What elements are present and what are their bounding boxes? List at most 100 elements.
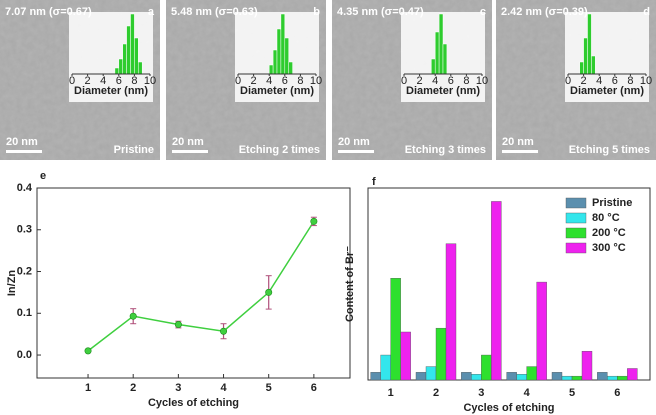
condition: Etching 2 times bbox=[239, 144, 320, 156]
bar bbox=[380, 354, 391, 381]
y-tick-label: 0.0 bbox=[17, 349, 32, 361]
legend-swatch bbox=[565, 212, 587, 224]
panel-letter: a bbox=[148, 6, 155, 18]
hist-bar bbox=[587, 13, 592, 75]
y-label: Content of Br⁻ bbox=[344, 246, 356, 322]
panel-letter: b bbox=[313, 6, 320, 18]
panel-letter: d bbox=[643, 6, 650, 18]
bar bbox=[506, 372, 517, 381]
x-tick-label: 6 bbox=[282, 75, 288, 87]
legend-swatch bbox=[565, 227, 587, 239]
scale-label: 20 nm bbox=[502, 136, 534, 148]
hist-bar bbox=[118, 58, 123, 75]
hist-bar bbox=[284, 37, 289, 75]
hist-bar bbox=[288, 61, 293, 75]
x-tick-label: 2 bbox=[85, 75, 91, 87]
hist-bar bbox=[442, 43, 448, 75]
x-tick-label: 0 bbox=[235, 75, 241, 87]
bar bbox=[627, 368, 638, 381]
panel-letter: f bbox=[372, 176, 376, 188]
plot-frame bbox=[36, 187, 351, 379]
x-tick-label: 8 bbox=[463, 75, 469, 87]
hist-bar bbox=[268, 64, 274, 75]
data-point bbox=[174, 321, 182, 329]
bar bbox=[400, 331, 411, 381]
scale-bar bbox=[6, 150, 42, 153]
data-point bbox=[84, 347, 92, 355]
bar bbox=[536, 281, 547, 381]
x-tick-label: 5 bbox=[569, 387, 575, 399]
x-tick-label: 1 bbox=[388, 387, 394, 399]
x-label: Cycles of etching bbox=[463, 402, 554, 414]
x-tick-label: 8 bbox=[297, 75, 303, 87]
bar bbox=[551, 372, 563, 381]
x-tick-label: 5 bbox=[266, 382, 272, 394]
bar bbox=[471, 374, 482, 381]
x-tick-label: 6 bbox=[311, 382, 317, 394]
bar bbox=[390, 278, 401, 381]
x-tick-label: 4 bbox=[596, 75, 602, 87]
scale-label: 20 nm bbox=[338, 136, 370, 148]
hist-bar bbox=[114, 67, 120, 75]
bar bbox=[561, 375, 573, 381]
bar bbox=[435, 327, 447, 381]
x-tick-label: 4 bbox=[432, 75, 438, 87]
bar bbox=[581, 351, 593, 381]
bar bbox=[481, 354, 492, 381]
hist-bar bbox=[130, 13, 135, 75]
hist-bar bbox=[138, 61, 143, 75]
x-tick-label: 2 bbox=[417, 75, 423, 87]
hist-bar bbox=[280, 13, 286, 75]
data-point bbox=[129, 312, 137, 320]
inset-bg bbox=[69, 12, 153, 102]
bar bbox=[607, 375, 618, 381]
hist-bar bbox=[438, 13, 444, 75]
x-tick-label: 4 bbox=[220, 382, 227, 394]
x-tick-label: 0 bbox=[565, 75, 571, 87]
x-tick-label: 6 bbox=[612, 75, 618, 87]
bar bbox=[491, 201, 502, 381]
data-point bbox=[265, 288, 273, 296]
x-tick-label: 2 bbox=[433, 387, 439, 399]
bar bbox=[445, 243, 457, 381]
panel-letter: e bbox=[40, 170, 46, 182]
scale-label: 20 nm bbox=[172, 136, 204, 148]
x-label: Diameter (nm) bbox=[570, 85, 644, 97]
condition: Pristine bbox=[114, 144, 154, 156]
y-label: In/Zn bbox=[6, 270, 18, 297]
hist-bar bbox=[134, 37, 139, 75]
x-tick-label: 10 bbox=[640, 75, 652, 87]
x-tick-label: 10 bbox=[144, 75, 156, 87]
inset-bg bbox=[565, 12, 649, 102]
legend-swatch bbox=[565, 242, 587, 254]
hist-bar bbox=[272, 49, 278, 75]
legend-swatch bbox=[565, 197, 587, 209]
x-tick-label: 10 bbox=[310, 75, 322, 87]
x-tick-label: 2 bbox=[581, 75, 587, 87]
hist-bar bbox=[579, 61, 584, 75]
x-tick-label: 8 bbox=[627, 75, 633, 87]
y-tick-label: 0.2 bbox=[17, 265, 32, 277]
x-tick-label: 4 bbox=[266, 75, 272, 87]
x-label: Cycles of etching bbox=[148, 397, 239, 409]
hist-bar bbox=[431, 58, 436, 75]
hist-bar bbox=[583, 37, 588, 75]
x-label: Diameter (nm) bbox=[240, 85, 314, 97]
bar bbox=[516, 374, 527, 381]
x-tick-label: 10 bbox=[476, 75, 488, 87]
condition: Etching 3 times bbox=[405, 144, 486, 156]
hist-bar bbox=[591, 55, 596, 75]
legend-label: Pristine bbox=[592, 197, 632, 209]
x-tick-label: 0 bbox=[401, 75, 407, 87]
x-tick-label: 4 bbox=[100, 75, 106, 87]
legend-label: 200 °C bbox=[592, 227, 626, 239]
bar bbox=[415, 372, 427, 381]
panel-letter: c bbox=[480, 6, 486, 18]
x-label: Diameter (nm) bbox=[406, 85, 480, 97]
condition: Etching 5 times bbox=[569, 144, 650, 156]
hist-bar bbox=[126, 25, 131, 75]
x-tick-label: 2 bbox=[130, 382, 136, 394]
scale-bar bbox=[172, 150, 208, 153]
